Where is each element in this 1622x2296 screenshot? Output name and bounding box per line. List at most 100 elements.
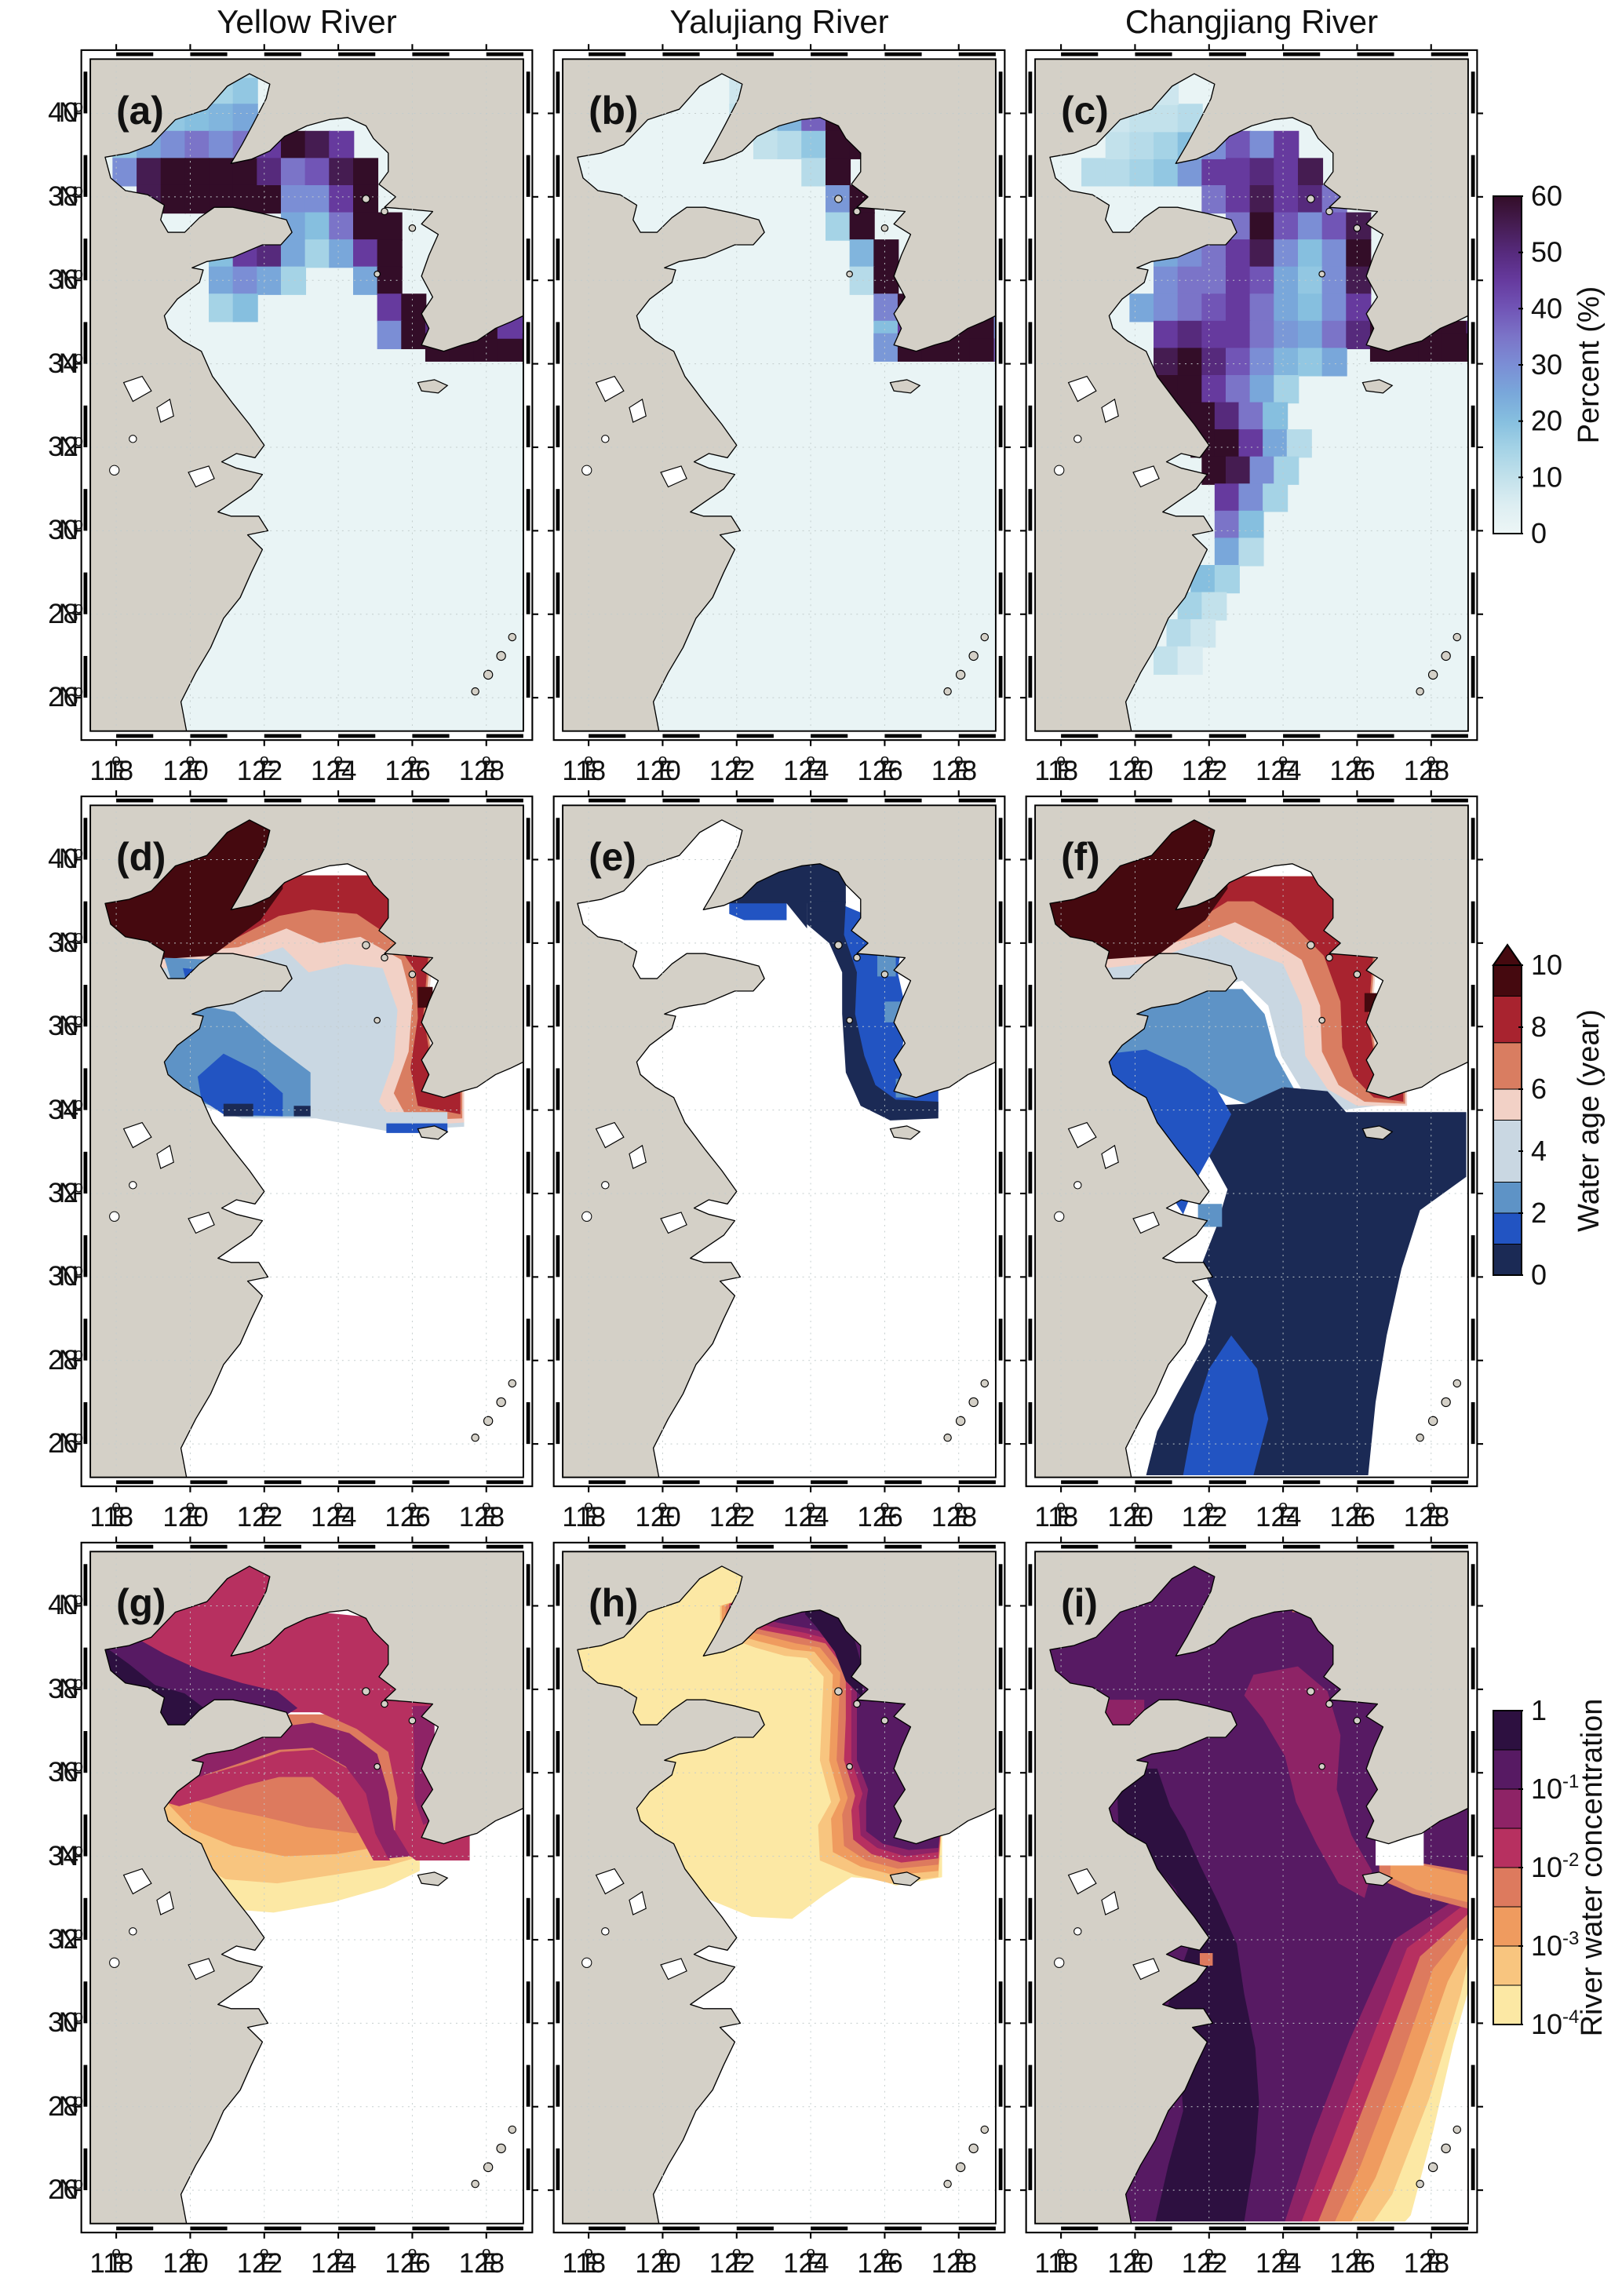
column-title-yellow-river: Yellow River [217,3,397,40]
data-cell [826,158,851,187]
lake-dot [129,1927,137,1936]
lat-tick-label: 40 o N [48,1590,83,1621]
colorbar-bin [1493,1945,1522,1986]
lon-tick-label: 118 o E [562,1497,607,1532]
panel-letter-e: (e) [589,835,636,879]
colorbar-title-concentration: River water concentration [1576,1699,1609,2037]
islet [496,2143,506,2154]
islet [853,207,861,216]
islet [943,687,952,696]
data-cell [1201,320,1227,349]
colorbar-bin [1493,1244,1522,1276]
data-cell [1129,293,1155,323]
colorbar-river-water-concentration: 1 10-1 10-2 10-3 10-4 River water concentrati… [1487,1694,1622,2107]
colorbar-tick-label: 10-4 [1531,2006,1579,2040]
data-cell [329,212,355,241]
lat-tick-label: 38 o N [48,180,83,212]
islet [980,2125,990,2134]
lake [629,398,647,423]
data-cell [304,212,330,241]
data-cell [280,184,307,214]
lat-tick-label: 36 o N [48,1757,83,1788]
data-cell [1249,456,1275,485]
data-cell [1274,375,1299,404]
colorbar-bin [1493,1120,1522,1183]
lon-tick-label: 126 o E [385,2243,431,2279]
data-cell [160,184,186,214]
islet [381,953,388,962]
islet [381,1700,388,1708]
contour-region [223,1103,253,1117]
map-canvas-h: (h) [548,1536,1011,2239]
panel-letter-c: (c) [1061,89,1109,133]
islet [1441,651,1451,661]
landmass [1035,59,1468,731]
colorbar-bin [1493,1828,1522,1868]
lon-tick-label: 118 o E [562,751,607,786]
lat-tick-label: 26 o N [48,1428,83,1460]
islet [471,687,479,696]
islet [1318,1016,1325,1024]
map-frame-outer [552,795,1006,1488]
data-cell [1274,239,1299,268]
data-cell [1238,483,1264,512]
data-cell [1201,293,1227,323]
map-panel-e-yalujiang-river-age: (e) [548,790,1011,1492]
panel-letter-f: (f) [1061,835,1100,879]
islet [968,2143,979,2154]
lake-dot [1073,1927,1082,1936]
colorbar-tick-label: 10 [1531,949,1562,981]
data-cell [1225,293,1252,323]
map-canvas-c: (c) [1020,44,1483,746]
contour-region [164,1749,391,1860]
lat-tick-label: 36 o N [48,1011,83,1042]
data-cell [1201,592,1227,621]
islet [362,1687,370,1696]
map-panel-c-changjiang-river-percent: (c) [1020,44,1483,746]
lake [1067,1121,1097,1149]
map-frame-outer [552,1541,1006,2234]
islet [846,1016,853,1024]
lon-tick-label: 118 o E [89,751,134,786]
lon-tick-label: 122 o E [1181,2243,1228,2279]
map-frame-inner [1034,1551,1469,2225]
data-cell [232,76,258,105]
data-cell [1274,266,1299,295]
map-canvas-d: (d) [75,790,538,1492]
data-cell [1274,456,1299,485]
lake [1132,1958,1160,1981]
map-frame-outer [80,1541,534,2234]
data-cell [1225,184,1252,214]
data-cell [1081,158,1107,187]
islet [1325,1700,1333,1708]
lat-tick-label: 38 o N [48,1673,83,1704]
lake [595,1868,625,1895]
islet [483,669,494,680]
map-panel-g-yellow-river-concentration: (g) [75,1536,538,2239]
lat-tick-label: 40 o N [48,97,83,129]
data-cell [801,158,827,187]
data-cell [1321,293,1347,323]
lat-axis-labels-row1: 40 o N 38 o N 36 o N 34 o N 32 o N 30 o N 28 o N 26 o N [0,44,88,746]
lon-tick-label: 126 o E [857,1497,903,1532]
data-cell [280,266,307,295]
lon-axis-labels-row1-col2: 118 o E 120 o E 122 o E 124 o E 126 o E 128 o E [548,746,1011,789]
data-cell [873,239,899,268]
islet [1453,2125,1462,2134]
lon-tick-label: 120 o E [162,1497,209,1532]
data-cell [1214,565,1240,594]
data-cell [257,184,282,214]
jeju-island [889,379,921,394]
lat-axis-labels-row2: 40 o N 38 o N 36 o N 34 o N 32 o N 30 o N 28 o N 26 o N [0,790,88,1492]
jeju-island [1361,1125,1394,1140]
map-panel-i-changjiang-river-concentration: (i) [1020,1536,1483,2239]
data-cell [1274,130,1299,159]
panel-letter-a: (a) [116,89,164,133]
contour-region [877,955,896,977]
islet [508,2125,517,2134]
lon-tick-label: 122 o E [236,1497,283,1532]
lon-tick-label: 122 o E [1181,751,1228,786]
contour-region [1244,1666,1372,1898]
data-cell [304,239,330,268]
colorbar-tick-label: 20 [1531,405,1562,437]
